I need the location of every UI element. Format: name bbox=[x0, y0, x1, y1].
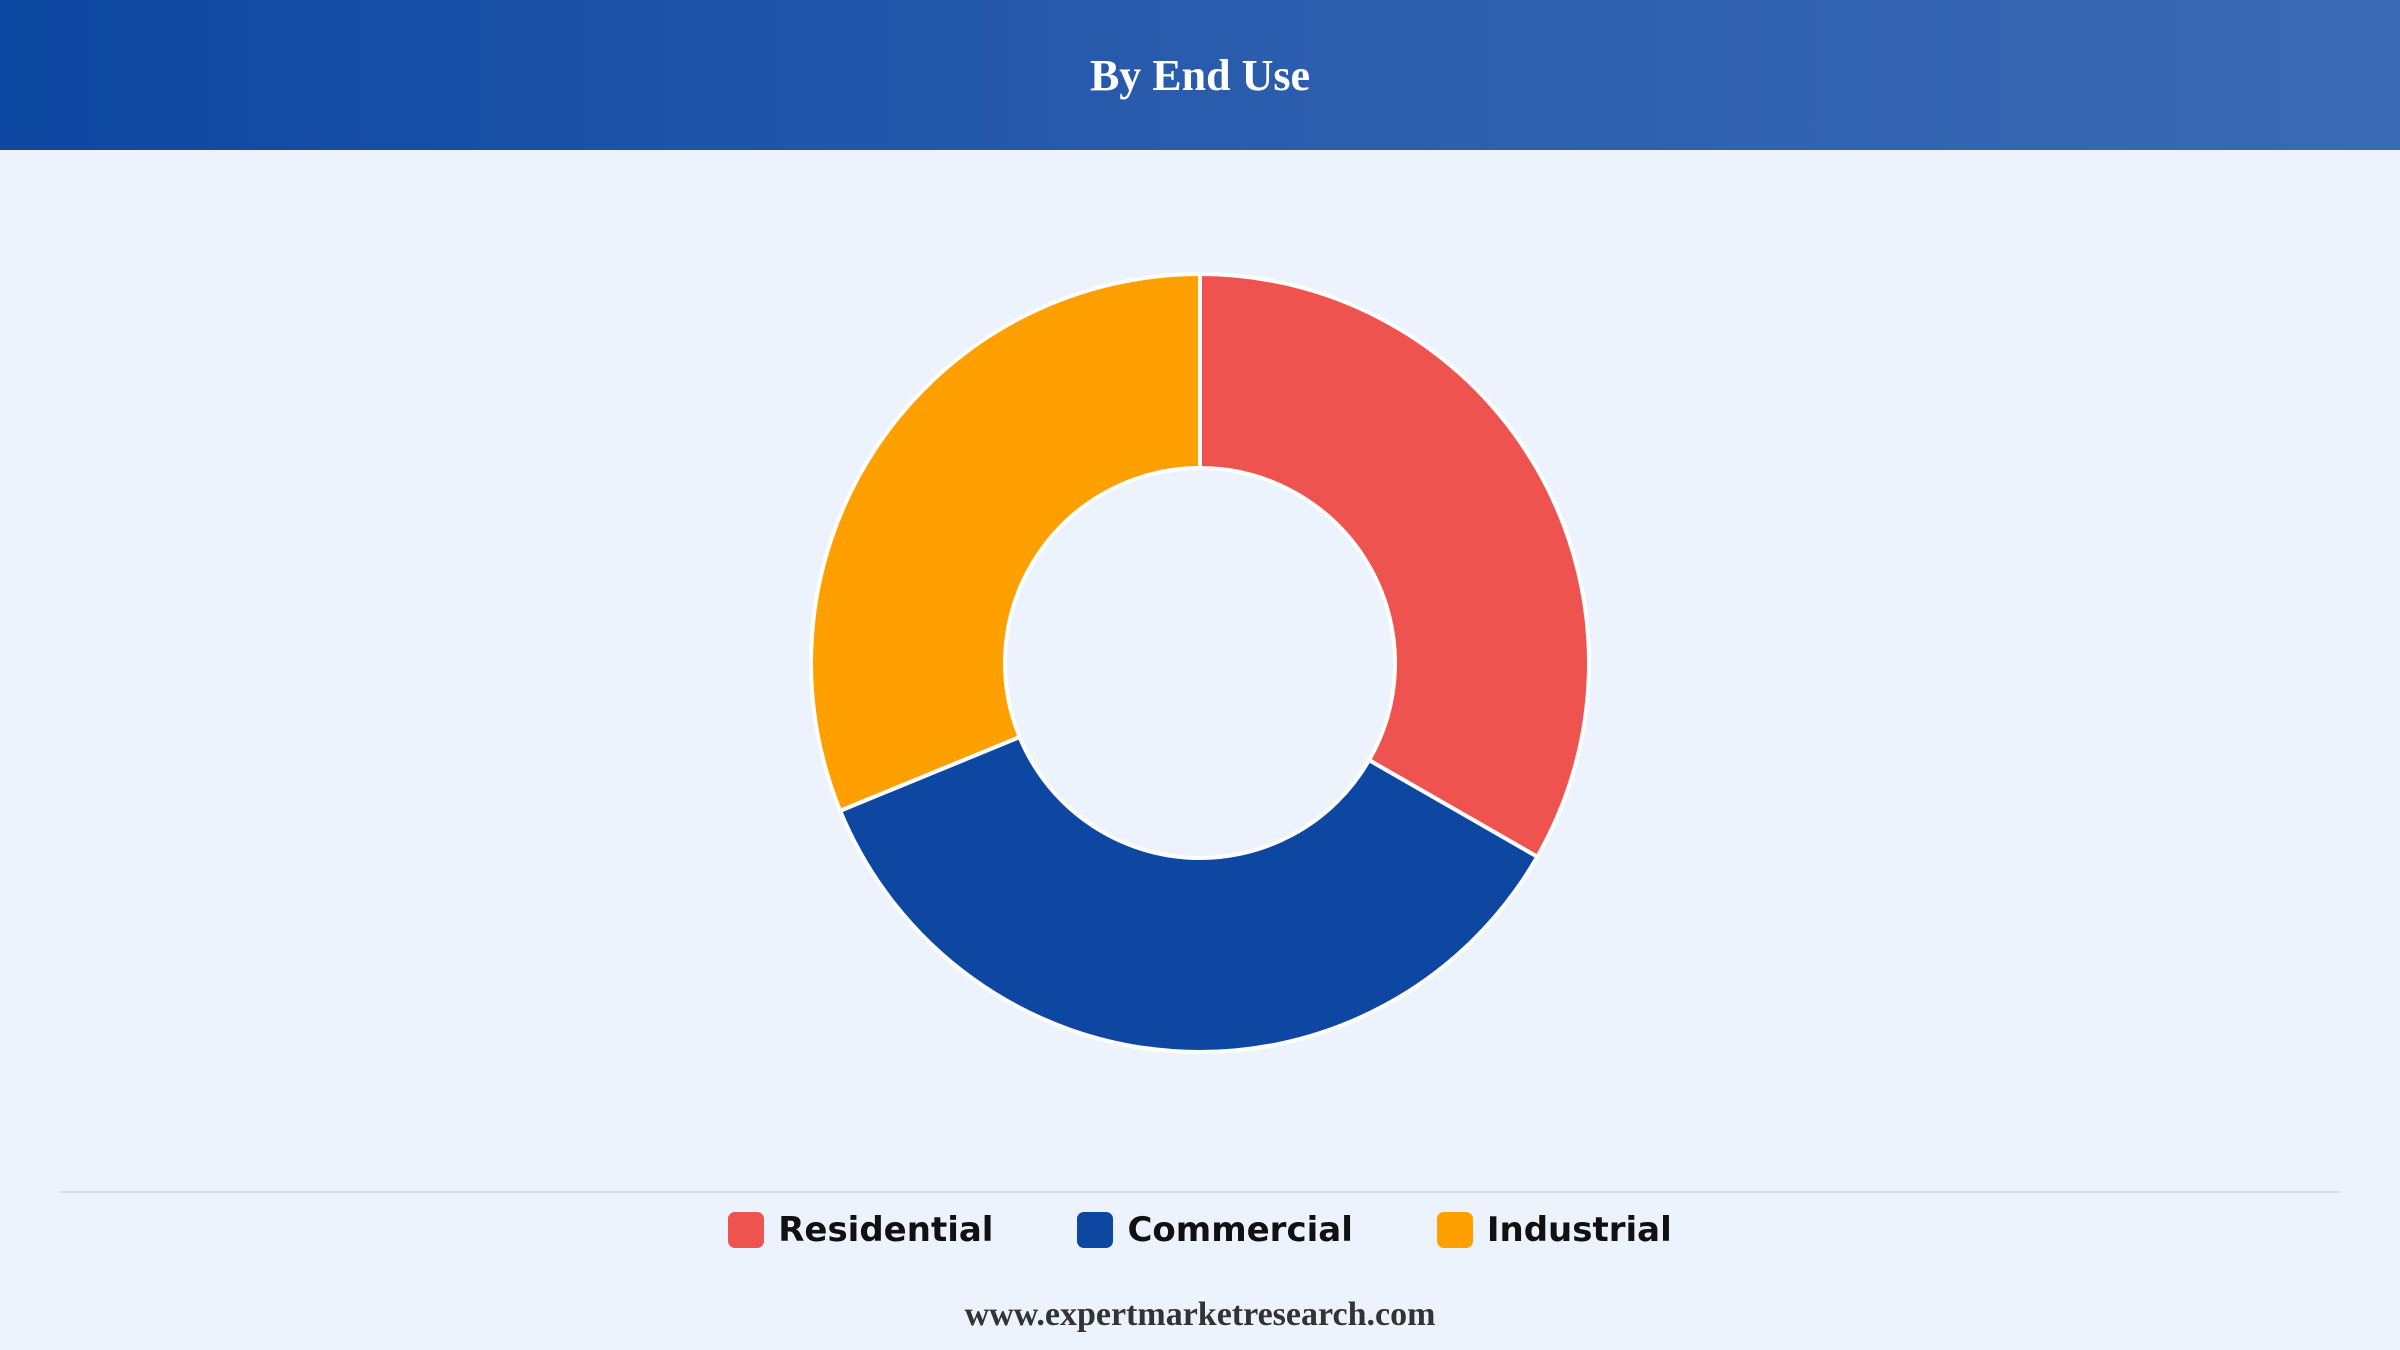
legend-label-industrial: Industrial bbox=[1486, 1210, 1672, 1250]
donut-slice-residential[interactable] bbox=[1198, 272, 1591, 859]
donut-chart bbox=[809, 272, 1591, 1054]
legend-swatch-commercial bbox=[1077, 1212, 1114, 1248]
legend-swatch-industrial bbox=[1436, 1212, 1473, 1248]
legend-item-commercial[interactable]: Commercial bbox=[1077, 1210, 1353, 1250]
source-footer: www.expertmarketresearch.com bbox=[964, 1296, 1436, 1333]
legend-divider bbox=[60, 1191, 2340, 1193]
chart-area bbox=[0, 150, 2400, 1190]
header-bar: By End Use bbox=[0, 0, 2400, 150]
chart-title: By End Use bbox=[1089, 50, 1311, 100]
donut-slice-industrial[interactable] bbox=[809, 272, 1202, 813]
legend-swatch-residential bbox=[728, 1212, 765, 1248]
legend-item-industrial[interactable]: Industrial bbox=[1436, 1210, 1672, 1250]
legend-label-commercial: Commercial bbox=[1127, 1210, 1353, 1250]
legend: Residential Commercial Industrial bbox=[0, 1205, 2400, 1255]
donut-slice-commercial[interactable] bbox=[838, 735, 1540, 1054]
legend-label-residential: Residential bbox=[778, 1210, 994, 1250]
legend-item-residential[interactable]: Residential bbox=[728, 1210, 993, 1250]
